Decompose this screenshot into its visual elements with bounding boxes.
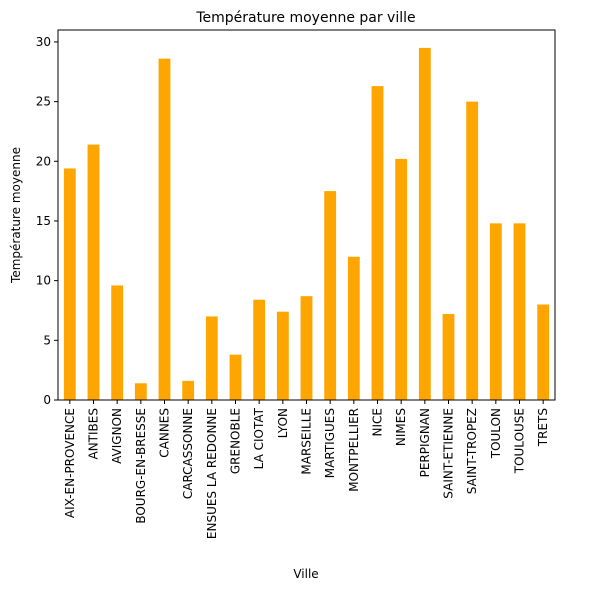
x-tick-label: CARCASSONNE bbox=[181, 408, 195, 499]
bar bbox=[347, 256, 360, 400]
bar bbox=[182, 380, 195, 400]
x-tick-label: MONTPELLIER bbox=[347, 408, 361, 492]
bar bbox=[466, 101, 479, 401]
x-tick-label: MARTIGUES bbox=[323, 408, 337, 478]
x-tick-label: NICE bbox=[371, 408, 385, 436]
x-tick-label: LA CIOTAT bbox=[252, 407, 266, 469]
x-tick-label: SAINT-ETIENNE bbox=[442, 408, 456, 499]
bar bbox=[253, 299, 266, 400]
y-tick-label: 0 bbox=[43, 393, 51, 407]
bar bbox=[371, 86, 384, 400]
x-tick-label: MARSEILLE bbox=[300, 408, 314, 475]
bar bbox=[537, 304, 550, 400]
y-tick-label: 25 bbox=[36, 95, 51, 109]
x-tick-label: ENSUES LA REDONNE bbox=[205, 408, 219, 539]
bar bbox=[87, 144, 100, 400]
bar bbox=[324, 191, 337, 400]
x-tick-label: AIX-EN-PROVENCE bbox=[63, 408, 77, 518]
y-tick-label: 10 bbox=[36, 274, 51, 288]
bar bbox=[489, 223, 502, 400]
x-tick-label: TOULON bbox=[489, 408, 503, 459]
y-axis: 0 5 10 15 20 25 30 bbox=[36, 35, 58, 407]
bar bbox=[63, 168, 76, 400]
bar bbox=[158, 58, 171, 401]
bar bbox=[134, 383, 147, 400]
x-tick-label: PERPIGNAN bbox=[418, 408, 432, 477]
x-tick-label: AVIGNON bbox=[110, 408, 124, 464]
y-tick-label: 5 bbox=[43, 333, 51, 347]
y-axis-label: Température moyenne bbox=[9, 147, 23, 284]
x-axis: AIX-EN-PROVENCE ANTIBES AVIGNON BOURG-EN-BR… bbox=[63, 400, 550, 539]
x-tick-label: BOURG-EN-BRESSE bbox=[134, 408, 148, 524]
y-tick-label: 30 bbox=[36, 35, 51, 49]
plot-frame bbox=[57, 29, 556, 401]
x-tick-label: NIMES bbox=[394, 408, 408, 446]
bar bbox=[395, 158, 408, 400]
chart-title: Température moyenne par ville bbox=[195, 10, 415, 26]
x-tick-label: CANNES bbox=[158, 408, 172, 458]
bars-group bbox=[63, 47, 550, 401]
bar bbox=[229, 354, 242, 400]
bar bbox=[418, 47, 431, 401]
bar bbox=[276, 311, 289, 400]
bar bbox=[111, 285, 124, 400]
x-tick-label: ANTIBES bbox=[87, 408, 101, 460]
y-tick-label: 20 bbox=[36, 154, 51, 168]
x-tick-label: GRENOBLE bbox=[229, 408, 243, 474]
bar bbox=[300, 296, 313, 400]
bar bbox=[513, 223, 526, 400]
x-tick-label: TOULOUSE bbox=[513, 408, 527, 474]
bar bbox=[442, 314, 455, 400]
x-tick-label: LYON bbox=[276, 408, 290, 438]
x-tick-label: SAINT-TROPEZ bbox=[465, 408, 479, 494]
y-tick-label: 15 bbox=[36, 214, 51, 228]
x-tick-label: TRETS bbox=[536, 408, 550, 447]
x-axis-label: Ville bbox=[293, 567, 318, 581]
bar bbox=[205, 316, 218, 400]
